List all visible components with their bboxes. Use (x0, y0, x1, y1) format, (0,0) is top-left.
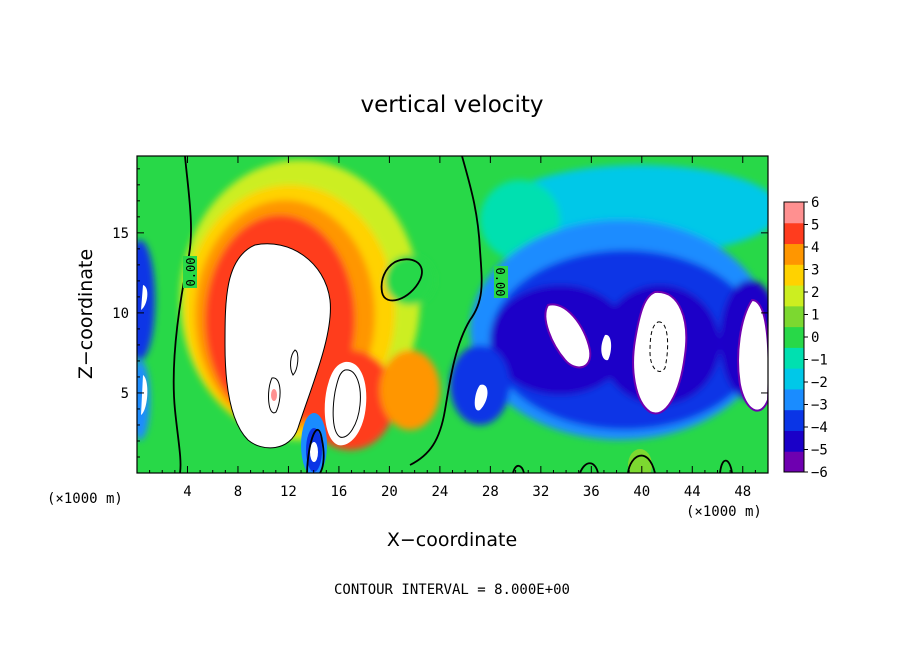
contour-lines (172, 156, 733, 473)
colorbar-label: 3 (811, 263, 819, 279)
plot-area: 0.00 0.00 (137, 156, 768, 473)
colorbar-swatch (784, 202, 804, 224)
x-axis: 4 8 12 16 20 24 28 32 36 40 44 48 (149, 156, 756, 500)
contour-label-1: 0.00 (183, 256, 198, 288)
zero-contour (579, 462, 599, 473)
y-axis-label: Z−coordinate (75, 249, 97, 379)
zero-contour (719, 459, 733, 473)
y-axis: 5 10 15 (112, 168, 768, 458)
chart-title: vertical velocity (361, 92, 544, 118)
updraft-contour (332, 369, 361, 438)
updraft-core (225, 243, 331, 448)
contour-label-bg (494, 266, 508, 298)
downdraft-contour (649, 321, 669, 372)
contour-label-text: 0.00 (184, 258, 198, 287)
colorbar-label: 0 (811, 330, 819, 346)
downdraft-contour (306, 428, 325, 473)
colorbar-swatch (784, 347, 804, 369)
downdraft-core (632, 290, 688, 415)
y-tick-label: 10 (112, 306, 129, 322)
colorbar-label: 6 (811, 195, 819, 211)
colorbar-label: −1 (811, 353, 828, 369)
zero-contour (172, 156, 192, 473)
orange-region (380, 350, 440, 430)
colorbar-label: −4 (811, 420, 828, 436)
colorbar-label: −3 (811, 398, 828, 414)
colorbar-swatch (784, 388, 804, 411)
colorbar-label: −5 (811, 443, 828, 459)
colorbar-swatch (784, 305, 804, 328)
y-tick-label: 15 (112, 226, 129, 242)
x-unit-label-left: (×1000 m) (47, 491, 123, 507)
colorbar-label: 2 (811, 285, 819, 301)
x-tick-label: 36 (583, 484, 600, 500)
x-axis-label: X−coordinate (387, 529, 517, 551)
downdraft-core (141, 285, 148, 310)
x-tick-label: 16 (330, 484, 347, 500)
contour-interval-note: CONTOUR INTERVAL = 8.000E+00 (334, 582, 570, 598)
colorbar-swatch (784, 326, 804, 348)
colorbar-swatch (784, 222, 804, 245)
downdraft-core (141, 375, 148, 415)
zero-contour (380, 258, 423, 302)
x-tick-label: 28 (482, 484, 499, 500)
colorbar-label: 5 (811, 218, 819, 234)
contour-label-text: 0.00 (493, 268, 507, 297)
zero-contour (409, 156, 483, 466)
downdraft-core (544, 303, 592, 369)
x-unit-label-right: (×1000 m) (686, 504, 762, 520)
updraft-core (324, 361, 367, 446)
x-tick-label: 24 (431, 484, 448, 500)
x-tick-label: 8 (234, 484, 242, 500)
contour-label-2: 0.00 (493, 266, 508, 298)
colorbar-swatch (784, 451, 804, 473)
colorbar-swatch (784, 430, 804, 452)
x-tick-label: 44 (684, 484, 701, 500)
colorbar-label: −2 (811, 375, 828, 391)
downdraft-core (737, 298, 768, 412)
downdraft-core (310, 442, 318, 462)
colorbar-swatch (784, 409, 804, 431)
x-tick-label: 12 (280, 484, 297, 500)
colorbar-label: −6 (811, 465, 828, 481)
colorbar-swatch (784, 285, 804, 307)
surface-green-patch (628, 449, 652, 473)
colorbar-swatch (784, 243, 804, 265)
y-tick-label: 5 (121, 386, 129, 402)
colorbar: 6 5 4 3 2 1 0 −1 −2 −3 −4 −5 −6 (783, 195, 828, 481)
x-tick-label: 32 (532, 484, 549, 500)
blue-region (137, 360, 150, 440)
colorbar-label: 1 (811, 308, 819, 324)
x-tick-label: 20 (381, 484, 398, 500)
blue-region (137, 240, 155, 360)
x-tick-label: 40 (633, 484, 650, 500)
colorbar-label: 4 (811, 240, 819, 256)
updraft-contour (268, 377, 281, 414)
updraft-contour (224, 243, 331, 449)
contour-label-bg (183, 256, 197, 288)
colorbar-swatch (784, 264, 804, 286)
x-tick-label: 48 (734, 484, 751, 500)
downdraft-core (601, 334, 612, 361)
x-tick-label: 4 (183, 484, 191, 500)
green-region (385, 255, 435, 305)
zero-contour (512, 464, 525, 473)
updraft-contour (290, 349, 299, 376)
colorbar-swatch (784, 368, 804, 390)
downdraft-core (474, 384, 488, 411)
zero-contour (627, 454, 656, 473)
max-updraft-spot (271, 389, 277, 401)
